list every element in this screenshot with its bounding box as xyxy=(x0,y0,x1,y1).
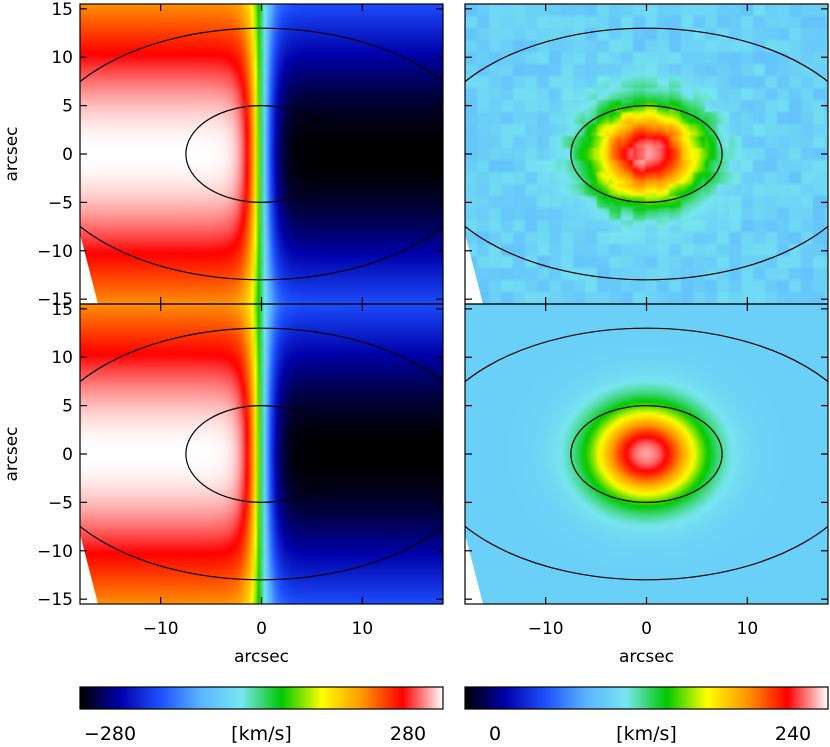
y-tick-label: 15 xyxy=(51,300,73,320)
missing-data-corner xyxy=(80,534,98,604)
x-tick-label: −10 xyxy=(143,619,179,639)
panel-velocity-data xyxy=(80,4,443,304)
missing-data-corner xyxy=(465,234,483,304)
isophote-ellipse-2 xyxy=(465,27,828,281)
missing-data-corner xyxy=(465,534,483,604)
y-tick-label: 15 xyxy=(51,0,73,20)
panel-dispersion-model xyxy=(465,304,828,604)
x-tick-label: 10 xyxy=(737,619,759,639)
y-tick-label: 5 xyxy=(62,97,73,117)
ellipse-overlays xyxy=(80,327,443,581)
y-tick-label: 10 xyxy=(51,348,73,368)
y-tick-label: 0 xyxy=(62,445,73,465)
y-tick-label: 0 xyxy=(62,145,73,165)
ellipse-overlays xyxy=(465,327,828,581)
colorbar-min-label: 0 xyxy=(489,723,501,745)
colorbar-min-label: −280 xyxy=(84,723,136,745)
y-tick-label: −5 xyxy=(48,193,73,213)
isophote-ellipse-2 xyxy=(465,327,828,581)
colorbar-gradient xyxy=(464,686,829,710)
overlays xyxy=(79,3,829,605)
ellipse-overlays xyxy=(80,27,443,281)
y-tick-label: −10 xyxy=(37,242,73,262)
y-tick-label: 10 xyxy=(51,48,73,68)
colorbar-max-label: 240 xyxy=(775,723,811,745)
velocity-colorbar: −280 [km/s] 280 xyxy=(79,686,444,745)
x-tick-label: 0 xyxy=(256,619,267,639)
isophote-ellipse-1 xyxy=(185,405,338,503)
x-axis-label: arcsec xyxy=(234,647,289,667)
y-tick-label: −5 xyxy=(48,493,73,513)
axes-text: 15 10 5 0 −5 −10 −15 arcsec 15 10 5 0 −5 −10 −15 arcsec… xyxy=(2,0,758,667)
y-tick-label: −15 xyxy=(37,590,73,610)
x-tick-label: 10 xyxy=(352,619,374,639)
isophote-ellipse-2 xyxy=(80,27,443,281)
heatmap-velocity-data xyxy=(80,4,443,304)
colorbar-gradient xyxy=(79,686,444,710)
heatmap-dispersion-model xyxy=(465,304,828,604)
x-axis-label: arcsec xyxy=(619,647,674,667)
colorbars: −280 [km/s] 280 0 [km/s] 240 xyxy=(79,686,829,745)
x-tick-label: 0 xyxy=(641,619,652,639)
isophote-ellipse-2 xyxy=(80,327,443,581)
y-tick-label: 5 xyxy=(62,397,73,417)
y-tick-label: −15 xyxy=(37,290,73,310)
panel-dispersion-data xyxy=(465,4,828,304)
dispersion-colorbar: 0 [km/s] 240 xyxy=(464,686,829,745)
colorbar-max-label: 280 xyxy=(390,723,426,745)
colorbar-unit-label: [km/s] xyxy=(231,723,292,745)
panel-velocity-model xyxy=(80,304,443,604)
maps xyxy=(80,4,828,604)
missing-data-corner xyxy=(80,234,98,304)
heatmap-velocity-model xyxy=(80,304,443,604)
isophote-ellipse-1 xyxy=(570,105,723,203)
colorbar-unit-label: [km/s] xyxy=(616,723,677,745)
y-tick-label: −10 xyxy=(37,542,73,562)
heatmap-dispersion-data xyxy=(465,4,828,304)
isophote-ellipse-1 xyxy=(185,105,338,203)
x-tick-label: −10 xyxy=(528,619,564,639)
y-axis-label: arcsec xyxy=(2,126,22,181)
ellipse-overlays xyxy=(465,27,828,281)
isophote-ellipse-1 xyxy=(570,405,723,503)
y-axis-label: arcsec xyxy=(2,426,22,481)
